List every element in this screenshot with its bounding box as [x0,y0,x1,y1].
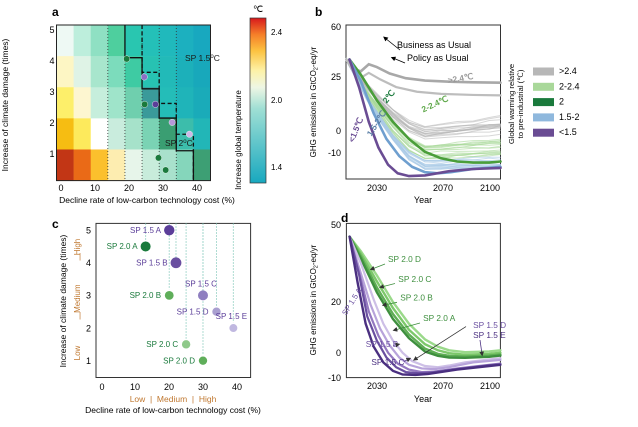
svg-text:40: 40 [192,183,202,193]
svg-text:3: 3 [49,87,54,97]
svg-text:Increase of climate damage (ti: Increase of climate damage (times) [0,38,10,171]
svg-text:<1.5℃: <1.5℃ [346,116,365,144]
svg-text:SP 1.5 D: SP 1.5 D [177,307,209,316]
svg-text:SP 1.5 B: SP 1.5 B [366,339,399,349]
svg-text:SP 1.5 E: SP 1.5 E [216,312,247,321]
svg-text:SP 2oC: SP 2oC [165,138,193,148]
svg-text:20: 20 [164,382,174,392]
svg-text:2: 2 [86,323,91,333]
svg-text:Low: Low [73,345,82,360]
svg-text:SP 2.0 C: SP 2.0 C [146,340,178,349]
svg-text:c: c [52,217,59,231]
svg-text:SP 1.5 E: SP 1.5 E [473,330,506,340]
svg-text:>2.4: >2.4 [559,66,577,76]
svg-text:SP 1.5 B: SP 1.5 B [136,258,167,267]
svg-text:Decline rate of low-carbon tec: Decline rate of low-carbon technology co… [85,405,261,415]
svg-text:2.4: 2.4 [271,28,283,37]
svg-text:25: 25 [331,72,341,82]
svg-text:SP 2.0 B: SP 2.0 B [130,291,161,300]
svg-text:2-2.4℃: 2-2.4℃ [420,93,450,114]
svg-text:2030: 2030 [367,183,387,193]
svg-text:5: 5 [49,25,54,35]
svg-text:SP 2.0 D: SP 2.0 D [388,254,421,264]
svg-text:Global warming relative: Global warming relative [507,64,516,144]
svg-text:0: 0 [336,126,341,136]
svg-text:2.0: 2.0 [271,96,283,105]
svg-text:40: 40 [232,382,242,392]
svg-text:2070: 2070 [433,183,453,193]
svg-text:1.5-2: 1.5-2 [559,112,580,122]
svg-text:2-2.4: 2-2.4 [559,81,580,91]
svg-text:-10: -10 [328,148,341,158]
svg-text:0: 0 [336,348,341,358]
svg-text:1.4: 1.4 [271,163,283,172]
svg-text:5: 5 [86,226,91,236]
svg-text:3: 3 [86,291,91,301]
svg-text:30: 30 [158,183,168,193]
svg-text:20: 20 [331,297,341,307]
svg-text:SP 2.0 C: SP 2.0 C [398,274,431,284]
svg-text:60: 60 [331,22,341,32]
svg-text:2030: 2030 [367,381,387,391]
svg-text:SP 1.5 D: SP 1.5 D [473,320,506,330]
svg-text:Low | Medium | High: Low | Medium | High [130,394,217,404]
svg-text:10: 10 [130,382,140,392]
svg-text:GHG emissions in GtCO2-eq/yr: GHG emissions in GtCO2-eq/yr [309,244,320,355]
svg-text:0: 0 [58,183,63,193]
svg-text:GHG emissions in GtCO2-eq/yr: GHG emissions in GtCO2-eq/yr [309,46,320,157]
svg-text:1: 1 [86,356,91,366]
svg-text:to pre-industrial (℃): to pre-industrial (℃) [516,69,525,138]
svg-text:1: 1 [49,149,54,159]
svg-text:SP 1.5 A: SP 1.5 A [130,226,162,235]
svg-text:10: 10 [90,183,100,193]
svg-text:4: 4 [86,258,91,268]
svg-text:2100: 2100 [480,183,500,193]
svg-text:Increase global temperature: Increase global temperature [234,90,243,190]
svg-text:|: | [79,311,81,320]
svg-text:Medium: Medium [73,284,82,313]
svg-text:0: 0 [99,382,104,392]
svg-text:|: | [79,252,81,261]
svg-text:SP 2.0 A: SP 2.0 A [423,313,456,323]
svg-text:20: 20 [124,183,134,193]
svg-text:SP 1.5oC: SP 1.5oC [185,53,220,63]
svg-text:Business as Usual: Business as Usual [397,40,471,50]
svg-text:SP 2.0 D: SP 2.0 D [163,356,195,365]
svg-text:2100: 2100 [480,381,500,391]
svg-text:SP 1.5 C: SP 1.5 C [371,357,404,367]
svg-text:Year: Year [414,394,432,404]
svg-text:4: 4 [49,56,54,66]
svg-text:50: 50 [331,220,341,230]
svg-text:SP 2.0 A: SP 2.0 A [107,242,139,251]
svg-text:Decline rate of low-carbon tec: Decline rate of low-carbon technology co… [59,195,235,205]
svg-text:Increase of climate damage (ti: Increase of climate damage (times) [58,234,68,367]
svg-text:SP 1.5 C: SP 1.5 C [185,279,217,288]
svg-text:b: b [315,5,322,19]
svg-text:℃: ℃ [253,4,263,14]
svg-text:SP 2.0 B: SP 2.0 B [400,293,433,303]
svg-text:a: a [52,5,59,19]
svg-text:-10: -10 [328,373,341,383]
svg-text:30: 30 [198,382,208,392]
svg-text:2: 2 [559,97,564,107]
svg-text:Policy as Usual: Policy as Usual [407,53,469,63]
svg-text:2: 2 [49,118,54,128]
svg-text:2070: 2070 [433,381,453,391]
svg-text:<1.5: <1.5 [559,127,577,137]
svg-text:Year: Year [414,195,432,205]
